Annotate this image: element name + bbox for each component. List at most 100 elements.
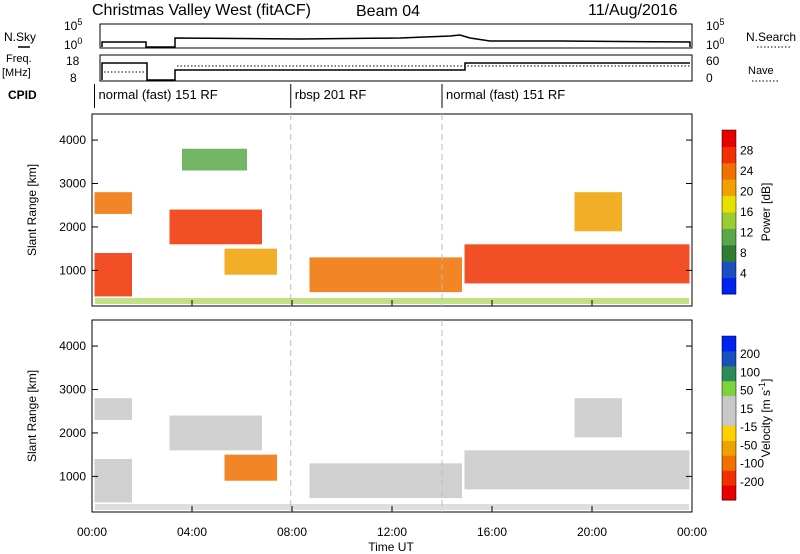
- beam-label: Beam 04: [356, 3, 420, 20]
- colorbar-segment: [722, 179, 736, 197]
- colorbar-tick-label: 50: [740, 384, 754, 398]
- nave-trace: [104, 65, 690, 73]
- colorbar-label: Power [dB]: [759, 183, 773, 242]
- freq-axis-lo: 8: [70, 71, 77, 85]
- freq-strip: Freq. [MHz] 18 8 60 0 Nave: [2, 53, 778, 85]
- echo-region: [309, 463, 462, 499]
- mode-labels: normal (fast) 151 RF rbsp 201 RF normal (f…: [94, 84, 565, 108]
- y-tick-label: 1000: [59, 469, 86, 483]
- y-tick-label: 4000: [59, 133, 86, 147]
- velocity-panel: 1000 2000 3000 4000 Slant Range [km]: [25, 319, 693, 513]
- echo-region: [182, 148, 247, 171]
- echo-region: [224, 248, 277, 275]
- colorbar-segment: [722, 365, 736, 382]
- nsearch-label: N.Search: [746, 30, 796, 44]
- x-tick-label: 08:00: [277, 525, 307, 539]
- x-tick-label: 20:00: [577, 525, 607, 539]
- colorbar-tick-label: -100: [740, 457, 764, 471]
- y-axis-label: Slant Range [km]: [25, 370, 39, 462]
- x-tick-label: 00:00: [77, 525, 107, 539]
- colorbar-segment: [722, 146, 736, 164]
- mode-label: normal (fast) 151 RF: [446, 87, 565, 102]
- x-tick-label: 16:00: [477, 525, 507, 539]
- colorbar-segment: [722, 485, 736, 501]
- y-tick-label: 2000: [59, 426, 86, 440]
- nsearch-axis-hi: 105: [706, 17, 724, 33]
- echo-region: [169, 415, 262, 451]
- colorbar-tick-label: 200: [740, 347, 760, 361]
- colorbar-tick-label: -15: [740, 420, 758, 434]
- colorbar-segment: [722, 261, 736, 279]
- colorbar-segment: [722, 395, 736, 412]
- freq-unit: [MHz]: [2, 67, 31, 79]
- velocity-colorbar: 200 100 50 15 -15 -50 -100 -200 Velocity [m s-1]: [721, 335, 773, 501]
- mode-label: rbsp 201 RF: [295, 87, 367, 102]
- nsky-label: N.Sky: [4, 30, 36, 44]
- colorbar-segment: [722, 410, 736, 426]
- colorbar-segment: [722, 425, 736, 441]
- colorbar-segment: [722, 336, 736, 352]
- station-title: Christmas Valley West (fitACF): [92, 2, 311, 19]
- colorbar-segment: [722, 228, 736, 246]
- nsky-strip: N.Sky 105 100 105 100 N.Search: [4, 17, 796, 52]
- colorbar-tick-label: 16: [740, 205, 754, 219]
- nsearch-axis-lo: 100: [706, 36, 724, 52]
- colorbar-tick-label: 15: [740, 402, 754, 416]
- freq-label: Freq.: [6, 53, 32, 65]
- colorbar-segment: [722, 162, 736, 180]
- x-tick-label: 00:00: [677, 525, 707, 539]
- colorbar-tick-label: 12: [740, 226, 754, 240]
- colorbar-tick-label: 24: [740, 164, 754, 178]
- cpid-row: CPID normal (fast) 151 RF rbsp 201 RF norm…: [8, 84, 565, 108]
- cpid-label: CPID: [8, 88, 37, 102]
- echo-region: [574, 398, 622, 438]
- freq-trace: [101, 62, 690, 81]
- colorbar-segment: [722, 470, 736, 486]
- colorbar-tick-label: 4: [740, 267, 747, 281]
- echo-region: [94, 398, 132, 420]
- colorbar-tick-label: 8: [740, 246, 747, 260]
- colorbar-frame: [721, 335, 737, 501]
- nave-axis-hi: 60: [706, 54, 720, 68]
- echo-region: [169, 209, 262, 245]
- colorbar-segment: [722, 130, 736, 147]
- power-panel: 1000 2000 3000 4000 Slant Range [km]: [25, 113, 693, 307]
- colorbar-segment: [722, 195, 736, 213]
- nsky-axis-lo: 100: [64, 36, 82, 52]
- colorbar-label: Velocity [m s-1]: [757, 379, 773, 458]
- colorbar-tick-label: -200: [740, 475, 764, 489]
- colorbar-tick-label: -50: [740, 438, 758, 452]
- y-tick-label: 1000: [59, 263, 86, 277]
- colorbar-segment: [722, 380, 736, 397]
- y-tick-label: 3000: [59, 177, 86, 191]
- colorbar-frame: [721, 129, 737, 295]
- y-tick-label: 3000: [59, 383, 86, 397]
- x-tick-label: 04:00: [177, 525, 207, 539]
- power-colorbar: 4 8 12 16 20 24 28 Power [dB]: [721, 129, 773, 295]
- echo-region: [309, 257, 462, 293]
- colorbar-tick-label: 28: [740, 144, 754, 158]
- echo-region: [224, 454, 277, 481]
- mode-label: normal (fast) 151 RF: [99, 87, 218, 102]
- colorbar-segment: [722, 277, 736, 295]
- echo-region: [94, 192, 132, 214]
- x-axis-label: Time UT: [368, 540, 414, 554]
- echo-region: [464, 450, 690, 490]
- time-axis: 00:00 04:00 08:00 12:00 16:00 20:00 00:00: [77, 525, 707, 539]
- x-tick-label: 12:00: [377, 525, 407, 539]
- colorbar-tick-label: 100: [740, 365, 760, 379]
- nave-axis-lo: 0: [706, 71, 713, 85]
- y-tick-label: 4000: [59, 339, 86, 353]
- echo-region: [94, 253, 132, 297]
- nsky-axis-hi: 105: [64, 17, 82, 33]
- colorbar-segment: [722, 244, 736, 262]
- colorbar-segment: [722, 212, 736, 229]
- colorbar-tick-label: 20: [740, 185, 754, 199]
- nsky-trace: [101, 34, 691, 48]
- echo-region: [94, 459, 132, 503]
- echo-region: [574, 192, 622, 232]
- nave-label: Nave: [748, 65, 774, 77]
- y-tick-label: 2000: [59, 220, 86, 234]
- colorbar-segment: [722, 455, 736, 471]
